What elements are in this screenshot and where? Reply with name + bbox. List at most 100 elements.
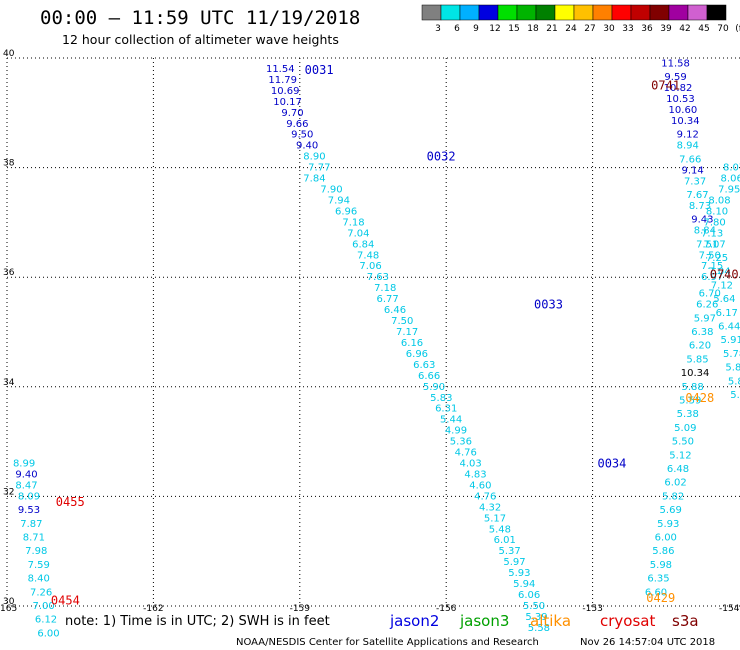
pass-label: 0033 bbox=[534, 298, 563, 312]
wave-height-value: 11.58 bbox=[661, 58, 690, 69]
pass-label: 0034 bbox=[597, 457, 626, 471]
wave-height-value: 9.43 bbox=[691, 215, 713, 226]
wave-height-value: 9.50 bbox=[291, 130, 313, 141]
wave-height-value: 6.20 bbox=[689, 341, 711, 352]
wave-height-value: 6.66 bbox=[418, 371, 440, 382]
colorbar-label: 6 bbox=[454, 24, 460, 34]
colorbar-label: 12 bbox=[489, 24, 500, 34]
wave-height-value: 8.06 bbox=[721, 174, 740, 185]
wave-height-value: 10.69 bbox=[271, 86, 300, 97]
wave-height-value: 7.18 bbox=[342, 217, 364, 228]
colorbar-label: 3 bbox=[435, 24, 441, 34]
wave-height-value: 5.58 bbox=[528, 623, 550, 634]
wave-height-value: 9.14 bbox=[682, 165, 704, 176]
x-tick-label: -162 bbox=[143, 604, 163, 614]
wave-height-value: 5.59 bbox=[679, 396, 701, 407]
wave-height-value: 6.48 bbox=[667, 464, 689, 475]
wave-height-value: 4.99 bbox=[445, 426, 467, 437]
wave-height-value: 7.26 bbox=[30, 587, 52, 598]
x-tick-label: -159 bbox=[290, 604, 311, 614]
wave-height-value: 9.66 bbox=[286, 119, 308, 130]
wave-height-value: 5.78 bbox=[723, 349, 740, 360]
wave-height-value: 10.82 bbox=[664, 83, 693, 94]
wave-height-value: 6.38 bbox=[691, 327, 713, 338]
x-tick-label: -153 bbox=[582, 604, 602, 614]
wave-height-value: 7.07 bbox=[703, 239, 725, 250]
colorbar-label: 70 bbox=[717, 24, 729, 34]
wave-height-value: 7.18 bbox=[374, 283, 396, 294]
wave-height-value: 8.10 bbox=[706, 206, 728, 217]
credit-footer: NOAA/NESDIS Center for Satellite Applica… bbox=[236, 637, 539, 648]
colorbar-swatch bbox=[421, 4, 442, 21]
wave-height-value: 7.50 bbox=[699, 250, 721, 261]
wave-height-value: 6.44 bbox=[718, 322, 740, 333]
wave-height-value: 8.71 bbox=[23, 533, 45, 544]
wave-height-value: 5.87 bbox=[725, 363, 740, 374]
wave-height-value: 7.90 bbox=[320, 185, 342, 196]
y-tick-label: 34 bbox=[3, 378, 15, 388]
wave-height-value: 6.02 bbox=[664, 478, 686, 489]
colorbar-label: 36 bbox=[641, 24, 653, 34]
wave-height-value: 5.85 bbox=[686, 354, 708, 365]
wave-height-value: 5.98 bbox=[650, 560, 672, 571]
colorbar-swatch bbox=[649, 4, 670, 21]
wave-height-value: 8.99 bbox=[13, 459, 35, 470]
wave-height-value: 7.87 bbox=[20, 519, 42, 530]
wave-height-value: 7.66 bbox=[679, 154, 701, 165]
wave-height-value: 4.03 bbox=[459, 459, 481, 470]
wave-height-value: 4.76 bbox=[474, 491, 496, 502]
wave-height-value: 6.12 bbox=[35, 615, 57, 626]
wave-height-value: 5.44 bbox=[440, 415, 462, 426]
wave-height-value: 7.00 bbox=[32, 601, 54, 612]
colorbar-label: 27 bbox=[584, 24, 595, 34]
wave-height-value: 7.98 bbox=[25, 546, 47, 557]
wave-height-value: 8.94 bbox=[677, 141, 699, 152]
wave-height-value: 7.67 bbox=[686, 190, 708, 201]
colorbar-label: 9 bbox=[473, 24, 479, 34]
y-tick-label: 36 bbox=[3, 268, 15, 278]
wave-height-value: 5.97 bbox=[694, 313, 716, 324]
colorbar-swatch bbox=[592, 4, 613, 21]
wave-height-value: 10.53 bbox=[666, 94, 695, 105]
wave-height-value: 7.95 bbox=[718, 185, 740, 196]
colorbar-swatch bbox=[668, 4, 689, 21]
wave-height-value: 5.25 bbox=[730, 390, 740, 401]
wave-height-value: 5.17 bbox=[484, 513, 506, 524]
pass-label: 0428 bbox=[685, 391, 714, 405]
wave-height-value: 9.12 bbox=[677, 130, 699, 141]
wave-height-value: 5.69 bbox=[660, 505, 682, 516]
colorbar-label: 15 bbox=[508, 24, 519, 34]
wave-height-value: 6.96 bbox=[406, 349, 428, 360]
colorbar-swatch bbox=[478, 4, 499, 21]
wave-height-value: 6.97 bbox=[701, 272, 723, 283]
colorbar-swatch bbox=[611, 4, 632, 21]
wave-height-value: 7.15 bbox=[701, 261, 723, 272]
colorbar-swatch bbox=[440, 4, 461, 21]
wave-height-value: 6.16 bbox=[401, 338, 423, 349]
wave-height-value: 5.91 bbox=[721, 335, 740, 346]
colorbar-label: 24 bbox=[565, 24, 577, 34]
pass-label: 0032 bbox=[427, 150, 456, 164]
wave-height-value: 7.06 bbox=[359, 261, 381, 272]
wave-height-value: 7.48 bbox=[357, 250, 379, 261]
wave-height-value: 5.37 bbox=[499, 546, 521, 557]
wave-height-value: 6.26 bbox=[696, 300, 718, 311]
wave-height-value: 10.34 bbox=[671, 116, 700, 127]
colorbar-label: 18 bbox=[527, 24, 539, 34]
timestamp-footer: Nov 26 14:57:04 UTC 2018 bbox=[580, 637, 715, 648]
wave-height-value: 10.60 bbox=[669, 105, 698, 116]
colorbar-swatch bbox=[687, 4, 708, 21]
wave-height-value: 6.01 bbox=[494, 535, 516, 546]
wave-height-value: 5.86 bbox=[652, 546, 674, 557]
wave-height-value: 9.59 bbox=[664, 72, 686, 83]
wave-height-value: 5.82 bbox=[662, 491, 684, 502]
wave-height-value: 4.83 bbox=[464, 469, 486, 480]
wave-height-value: 8.07 bbox=[723, 163, 740, 174]
wave-height-value: 7.63 bbox=[367, 272, 389, 283]
plot-area: 30 32 34 36 38 40 -165 -162 -159 -156 -153 -154 11.5… bbox=[0, 49, 740, 639]
wave-height-value: 7.12 bbox=[711, 280, 733, 291]
legend-s3a: s3a bbox=[672, 612, 699, 630]
legend-cryosat: cryosat bbox=[600, 612, 655, 630]
